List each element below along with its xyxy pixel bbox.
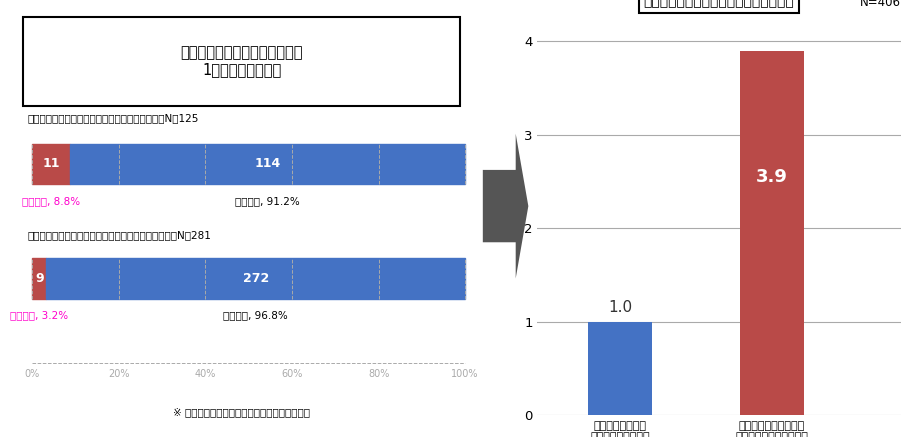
Title: 肺炎の発症リスクと口腔衛生管理の関係: 肺炎の発症リスクと口腔衛生管理の関係: [643, 0, 794, 8]
Text: 80%: 80%: [368, 369, 389, 379]
Polygon shape: [483, 134, 529, 278]
Text: 肺炎あり, 8.8%: 肺炎あり, 8.8%: [23, 196, 80, 206]
Text: 20%: 20%: [108, 369, 129, 379]
Text: 1.0: 1.0: [608, 300, 632, 315]
Text: 60%: 60%: [281, 369, 303, 379]
Bar: [589, 322, 652, 415]
Bar: [46, 258, 465, 298]
Text: 40%: 40%: [195, 369, 217, 379]
Text: 肺炎あり, 3.2%: 肺炎あり, 3.2%: [10, 311, 68, 321]
Text: 肺炎なし, 91.2%: 肺炎なし, 91.2%: [236, 196, 300, 206]
Text: 口腔衛生管理が必要であるが実施できていない　N＝125: 口腔衛生管理が必要であるが実施できていない N＝125: [27, 114, 199, 124]
Bar: [70, 144, 465, 184]
Text: 100%: 100%: [451, 369, 479, 379]
Text: 272: 272: [243, 272, 268, 285]
Text: 0%: 0%: [25, 369, 40, 379]
FancyBboxPatch shape: [23, 17, 460, 106]
Text: 9: 9: [35, 272, 44, 285]
Text: 11: 11: [43, 157, 60, 170]
Bar: [740, 51, 804, 415]
Bar: [33, 258, 46, 298]
Text: 歯科専門職による口腔衛生管理を実施（加算算定）　N＝281: 歯科専門職による口腔衛生管理を実施（加算算定） N＝281: [27, 230, 212, 240]
Text: ※ 介護保険施設の担当看護師、介護職員が回答: ※ 介護保険施設の担当看護師、介護職員が回答: [173, 407, 310, 417]
Text: 114: 114: [255, 157, 281, 170]
Bar: [33, 144, 70, 184]
Text: 3.9: 3.9: [756, 168, 788, 186]
Text: 肺炎なし, 96.8%: 肺炎なし, 96.8%: [223, 311, 288, 321]
Text: 口腔衛生管理加算実施の有無と
1年間の肺炎の有無: 口腔衛生管理加算実施の有無と 1年間の肺炎の有無: [180, 45, 303, 77]
Text: N=406: N=406: [860, 0, 901, 9]
